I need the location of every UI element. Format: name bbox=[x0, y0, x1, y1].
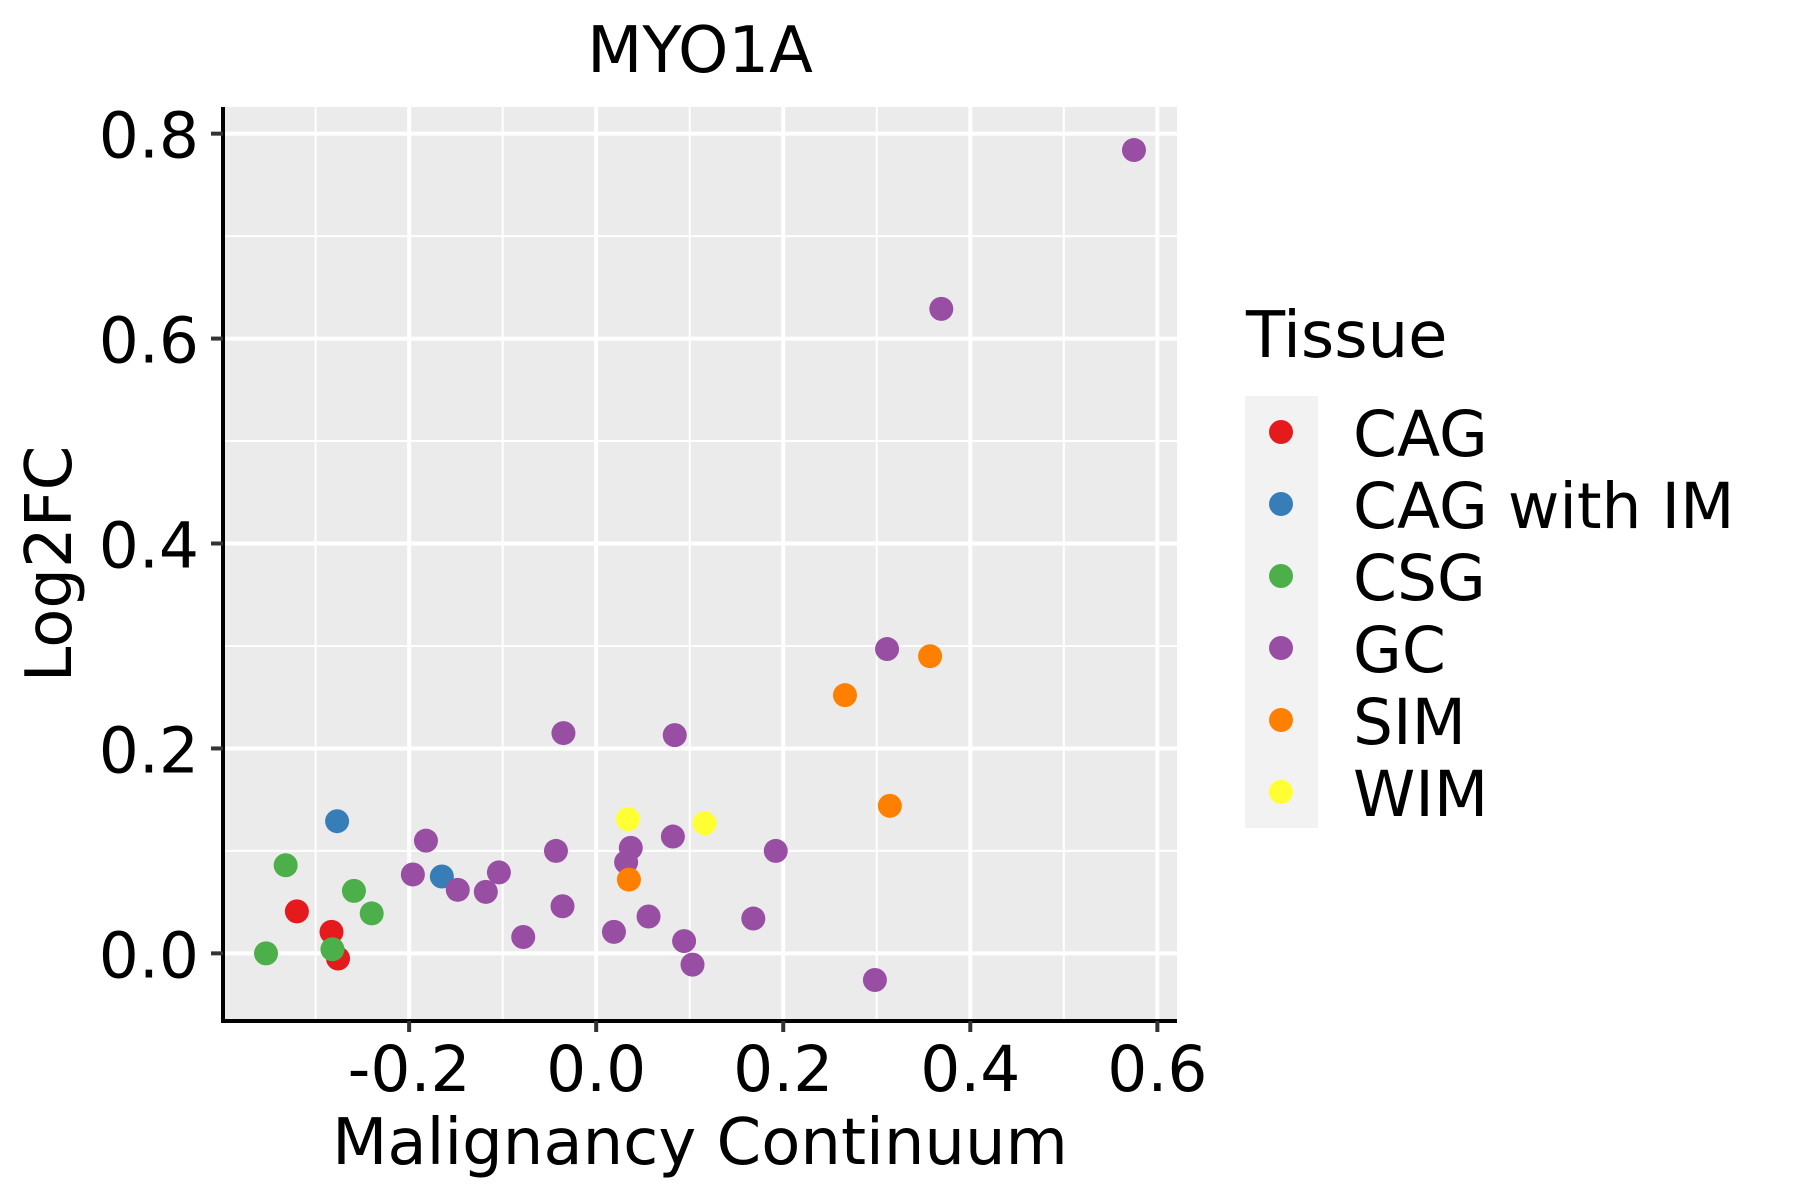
legend-swatch-wim bbox=[1269, 780, 1293, 804]
data-point-gc bbox=[413, 828, 438, 853]
legend-title: Tissue bbox=[1245, 299, 1448, 373]
legend-swatch-cag-with-im bbox=[1269, 492, 1293, 516]
data-point-gc bbox=[672, 929, 697, 954]
data-point-sim bbox=[877, 793, 902, 818]
legend-label-cag: CAG bbox=[1353, 398, 1488, 471]
legend-item-csg: CSG bbox=[1269, 542, 1486, 615]
legend-label-csg: CSG bbox=[1353, 542, 1486, 615]
data-point-csg bbox=[254, 941, 279, 966]
data-point-gc bbox=[741, 906, 766, 931]
data-point-gc bbox=[680, 952, 705, 977]
legend-label-gc: GC bbox=[1353, 614, 1446, 687]
x-tick-label: 0.0 bbox=[546, 1033, 646, 1106]
legend-label-sim: SIM bbox=[1353, 686, 1466, 759]
data-point-gc bbox=[618, 835, 643, 860]
data-point-cag-with-im bbox=[429, 864, 454, 889]
data-point-sim bbox=[616, 867, 641, 892]
data-point-cag bbox=[284, 899, 309, 924]
data-point-sim bbox=[918, 644, 943, 669]
y-tick-label: 0.4 bbox=[99, 510, 199, 583]
y-axis-title: Log2FC bbox=[13, 446, 87, 683]
plot-panel bbox=[223, 107, 1177, 1021]
y-tick-label: 0.8 bbox=[99, 100, 199, 173]
x-axis-ticks: -0.2 0.0 0.2 0.4 0.6 bbox=[348, 1021, 1207, 1106]
legend-swatch-sim bbox=[1269, 708, 1293, 732]
y-axis-ticks: 0.0 0.2 0.4 0.6 0.8 bbox=[99, 100, 223, 992]
data-point-gc bbox=[473, 879, 498, 904]
major-gridlines bbox=[223, 107, 1177, 1021]
legend-swatch-cag bbox=[1269, 420, 1293, 444]
data-point-gc bbox=[875, 637, 900, 662]
data-point-gc bbox=[862, 968, 887, 993]
data-point-csg bbox=[359, 901, 384, 926]
legend-item-gc: GC bbox=[1269, 614, 1446, 687]
data-point-gc bbox=[1121, 138, 1146, 163]
y-tick-label: 0.0 bbox=[99, 919, 199, 992]
data-point-gc bbox=[636, 904, 661, 929]
data-point-gc bbox=[660, 824, 685, 849]
legend-swatch-csg bbox=[1269, 564, 1293, 588]
chart-title: MYO1A bbox=[587, 14, 813, 88]
x-axis-title: Malignancy Continuum bbox=[332, 1106, 1068, 1180]
data-point-gc bbox=[550, 894, 575, 919]
data-point-gc bbox=[543, 838, 568, 863]
data-point-gc bbox=[763, 838, 788, 863]
data-point-csg bbox=[341, 878, 366, 903]
data-point-gc bbox=[486, 860, 511, 885]
x-tick-label: 0.4 bbox=[920, 1033, 1020, 1106]
data-point-csg bbox=[273, 853, 298, 878]
legend-item-cag: CAG bbox=[1269, 398, 1488, 471]
y-tick-label: 0.6 bbox=[99, 305, 199, 378]
data-point-cag bbox=[319, 919, 344, 944]
data-point-wim bbox=[692, 811, 717, 836]
legend-item-wim: WIM bbox=[1269, 758, 1488, 831]
y-tick-label: 0.2 bbox=[99, 714, 199, 787]
data-point-gc bbox=[511, 924, 536, 949]
legend-label-wim: WIM bbox=[1353, 758, 1488, 831]
x-tick-label: 0.6 bbox=[1107, 1033, 1207, 1106]
data-point-gc bbox=[445, 877, 470, 902]
legend-item-sim: SIM bbox=[1269, 686, 1466, 759]
data-point-sim bbox=[832, 683, 857, 708]
data-point-gc bbox=[929, 296, 954, 321]
data-point-gc bbox=[400, 862, 425, 887]
data-points bbox=[254, 138, 1146, 993]
legend-label-cag-with-im: CAG with IM bbox=[1353, 470, 1734, 543]
x-tick-label: -0.2 bbox=[348, 1033, 471, 1106]
data-point-gc bbox=[662, 723, 687, 748]
x-tick-label: 0.2 bbox=[733, 1033, 833, 1106]
data-point-cag-with-im bbox=[325, 809, 350, 834]
data-point-gc bbox=[551, 721, 576, 746]
minor-gridlines bbox=[223, 107, 1177, 1021]
data-point-gc bbox=[601, 919, 626, 944]
data-point-wim bbox=[615, 807, 640, 832]
legend-key-background bbox=[1245, 396, 1318, 828]
legend-item-cag-with-im: CAG with IM bbox=[1269, 470, 1734, 543]
legend-swatch-gc bbox=[1269, 636, 1293, 660]
data-point-csg bbox=[320, 937, 345, 962]
